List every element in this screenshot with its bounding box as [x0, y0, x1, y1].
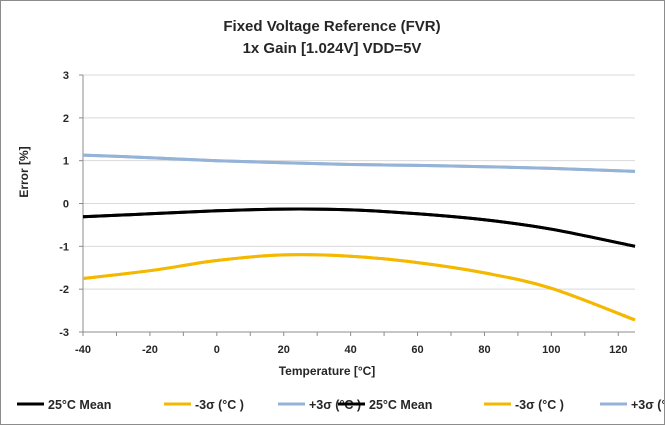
chart-title-line-1: Fixed Voltage Reference (FVR) — [223, 18, 440, 35]
plot-area: 3 2 1 0 -1 -2 -3 -40 -20 0 20 40 60 80 100 120 — [59, 70, 636, 356]
x-tick-label: 20 — [278, 344, 290, 356]
legend-label: -3σ (°C ) — [195, 398, 244, 412]
legend-label: +3σ (°C ) — [631, 398, 664, 412]
x-tick-label: -40 — [75, 344, 91, 356]
legend-label: 25°C Mean — [369, 398, 432, 412]
legend-label: +3σ (°C ) — [309, 398, 361, 412]
series-line-25c-mean-2 — [82, 207, 636, 248]
y-tick-label: -2 — [59, 284, 69, 296]
legend: 25°C Mean -3σ (°C ) +3σ (°C ) 25°C Mean -3σ … — [17, 398, 664, 412]
x-tick-label: -20 — [142, 344, 158, 356]
x-tick-label: 40 — [345, 344, 357, 356]
x-tick-label: 80 — [478, 344, 490, 356]
x-tick-label: 0 — [214, 344, 220, 356]
x-tick-label: 120 — [609, 344, 627, 356]
x-tick-label: 60 — [411, 344, 423, 356]
series-line-minus-3-sigma-2 — [82, 253, 636, 322]
legend-label: -3σ (°C ) — [515, 398, 564, 412]
series-line-plus-3-sigma-2 — [82, 153, 636, 173]
y-tick-label: 1 — [63, 156, 69, 168]
legend-label: 25°C Mean — [48, 398, 111, 412]
y-axis-title: Error [%] — [17, 146, 31, 197]
y-tick-label: -1 — [59, 241, 69, 253]
chart-title-line-2: 1x Gain [1.024V] VDD=5V — [243, 40, 422, 57]
x-tick-label: 100 — [542, 344, 560, 356]
y-tick-label: 0 — [63, 199, 69, 211]
x-axis-title: Temperature [°C] — [279, 364, 376, 378]
y-tick-label: -3 — [59, 327, 69, 339]
series-line-25c-mean — [82, 207, 636, 248]
y-tick-label: 2 — [63, 113, 69, 125]
y-tick-label: 3 — [63, 70, 69, 82]
